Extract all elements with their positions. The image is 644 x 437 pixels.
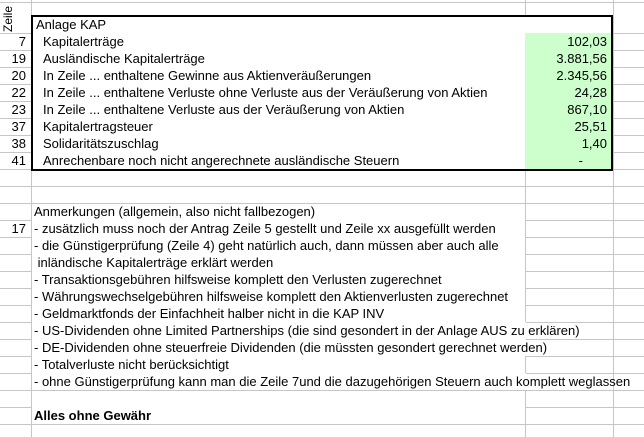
gridline [31, 390, 525, 391]
table-row: Kapitalertragsteuer 25,51 [33, 118, 611, 135]
gridline-stripe-right [614, 17, 644, 437]
row-label-cell[interactable]: In Zeile ... enthaltene Gewinne aus Akti… [43, 68, 372, 83]
zeile-column-header[interactable]: Zeile [1, 5, 15, 32]
table-row: In Zeile ... enthaltene Gewinne aus Akti… [33, 67, 611, 84]
table-row: Kapitalerträge 102,03 [33, 33, 611, 50]
gridline [525, 356, 526, 373]
note-line[interactable]: - die Günstigerprüfung (Zeile 4) geht na… [34, 238, 499, 253]
row-value-cell[interactable]: 102,03 [525, 33, 611, 50]
row-number-19[interactable]: 19 [11, 51, 26, 66]
row-number-20[interactable]: 20 [11, 68, 26, 83]
row-label-cell[interactable]: Solidaritätszuschlag [43, 136, 159, 151]
gridline [31, 0, 32, 437]
gridline [525, 390, 526, 437]
row-value-cell[interactable]: 3.881,56 [525, 50, 611, 67]
note-line[interactable]: - Totalverluste nicht berücksichtigt [34, 357, 229, 372]
note-line[interactable]: - ohne Günstigerprüfung kann man die Zei… [34, 374, 631, 389]
note-line[interactable]: - Währungswechselgebühren hilfsweise kom… [34, 289, 509, 304]
table-row: Solidaritätszuschlag 1,40 [33, 135, 611, 152]
gridline [31, 424, 525, 425]
note-line[interactable]: - Transaktionsgebühren hilfsweise komple… [34, 272, 442, 287]
row-value-cell[interactable]: 1,40 [525, 135, 611, 152]
row-number-23[interactable]: 23 [11, 102, 26, 117]
disclaimer-text[interactable]: Alles ohne Gewähr [34, 408, 152, 423]
gridline [613, 0, 614, 437]
table-row: In Zeile ... enthaltene Verluste ohne Ve… [33, 84, 611, 101]
gridline [31, 203, 525, 204]
anlage-kap-table: Anlage KAP Kapitalerträge 102,03 Ausländ… [31, 15, 613, 171]
row-label-cell[interactable]: In Zeile ... enthaltene Verluste aus der… [43, 102, 405, 117]
row-label-cell[interactable]: Anrechenbare noch nicht angerechnete aus… [43, 153, 400, 168]
note-line[interactable]: inländische Kapitalerträge erklärt werde… [34, 255, 274, 270]
gridline-stripe-mid [526, 170, 613, 437]
gridline-stripe-left [0, 17, 31, 437]
row-label-cell[interactable]: Ausländische Kapitalerträge [43, 51, 205, 66]
row-value-cell[interactable]: 867,10 [525, 101, 611, 118]
notes-heading[interactable]: Anmerkungen (allgemein, also nicht fallb… [34, 204, 316, 219]
row-number-41[interactable]: 41 [11, 153, 26, 168]
row-number-17[interactable]: 17 [11, 221, 26, 236]
gridline [525, 0, 526, 15]
gridline [525, 170, 526, 322]
table-row: In Zeile ... enthaltene Verluste aus der… [33, 101, 611, 118]
gridline [0, 2, 644, 3]
row-value-cell[interactable]: 25,51 [525, 118, 611, 135]
note-line[interactable]: - Geldmarktfonds der Einfachheit halber … [34, 306, 385, 321]
row-label-cell[interactable]: Kapitalerträge [43, 34, 124, 49]
table-row: Anrechenbare noch nicht angerechnete aus… [33, 152, 611, 169]
row-value-cell[interactable]: 24,28 [525, 84, 611, 101]
note-line[interactable]: - US-Dividenden ohne Limited Partnership… [34, 323, 580, 338]
row-value-cell[interactable]: - [525, 152, 611, 169]
row-label-cell[interactable]: Kapitalertragsteuer [43, 119, 153, 134]
row-number-22[interactable]: 22 [11, 85, 26, 100]
row-number-38[interactable]: 38 [11, 136, 26, 151]
table-row: Ausländische Kapitalerträge 3.881,56 [33, 50, 611, 67]
row-label-cell[interactable]: In Zeile ... enthaltene Verluste ohne Ve… [43, 85, 488, 100]
note-line[interactable]: - zusätzlich muss noch der Antrag Zeile … [34, 221, 496, 236]
gridline [31, 186, 525, 187]
row-number-37[interactable]: 37 [11, 119, 26, 134]
row-number-7[interactable]: 7 [18, 34, 26, 49]
row-value-cell[interactable]: 2.345,56 [525, 67, 611, 84]
note-line[interactable]: - DE-Dividenden ohne steuerfreie Dividen… [34, 340, 548, 355]
table-title-cell[interactable]: Anlage KAP [36, 17, 107, 32]
